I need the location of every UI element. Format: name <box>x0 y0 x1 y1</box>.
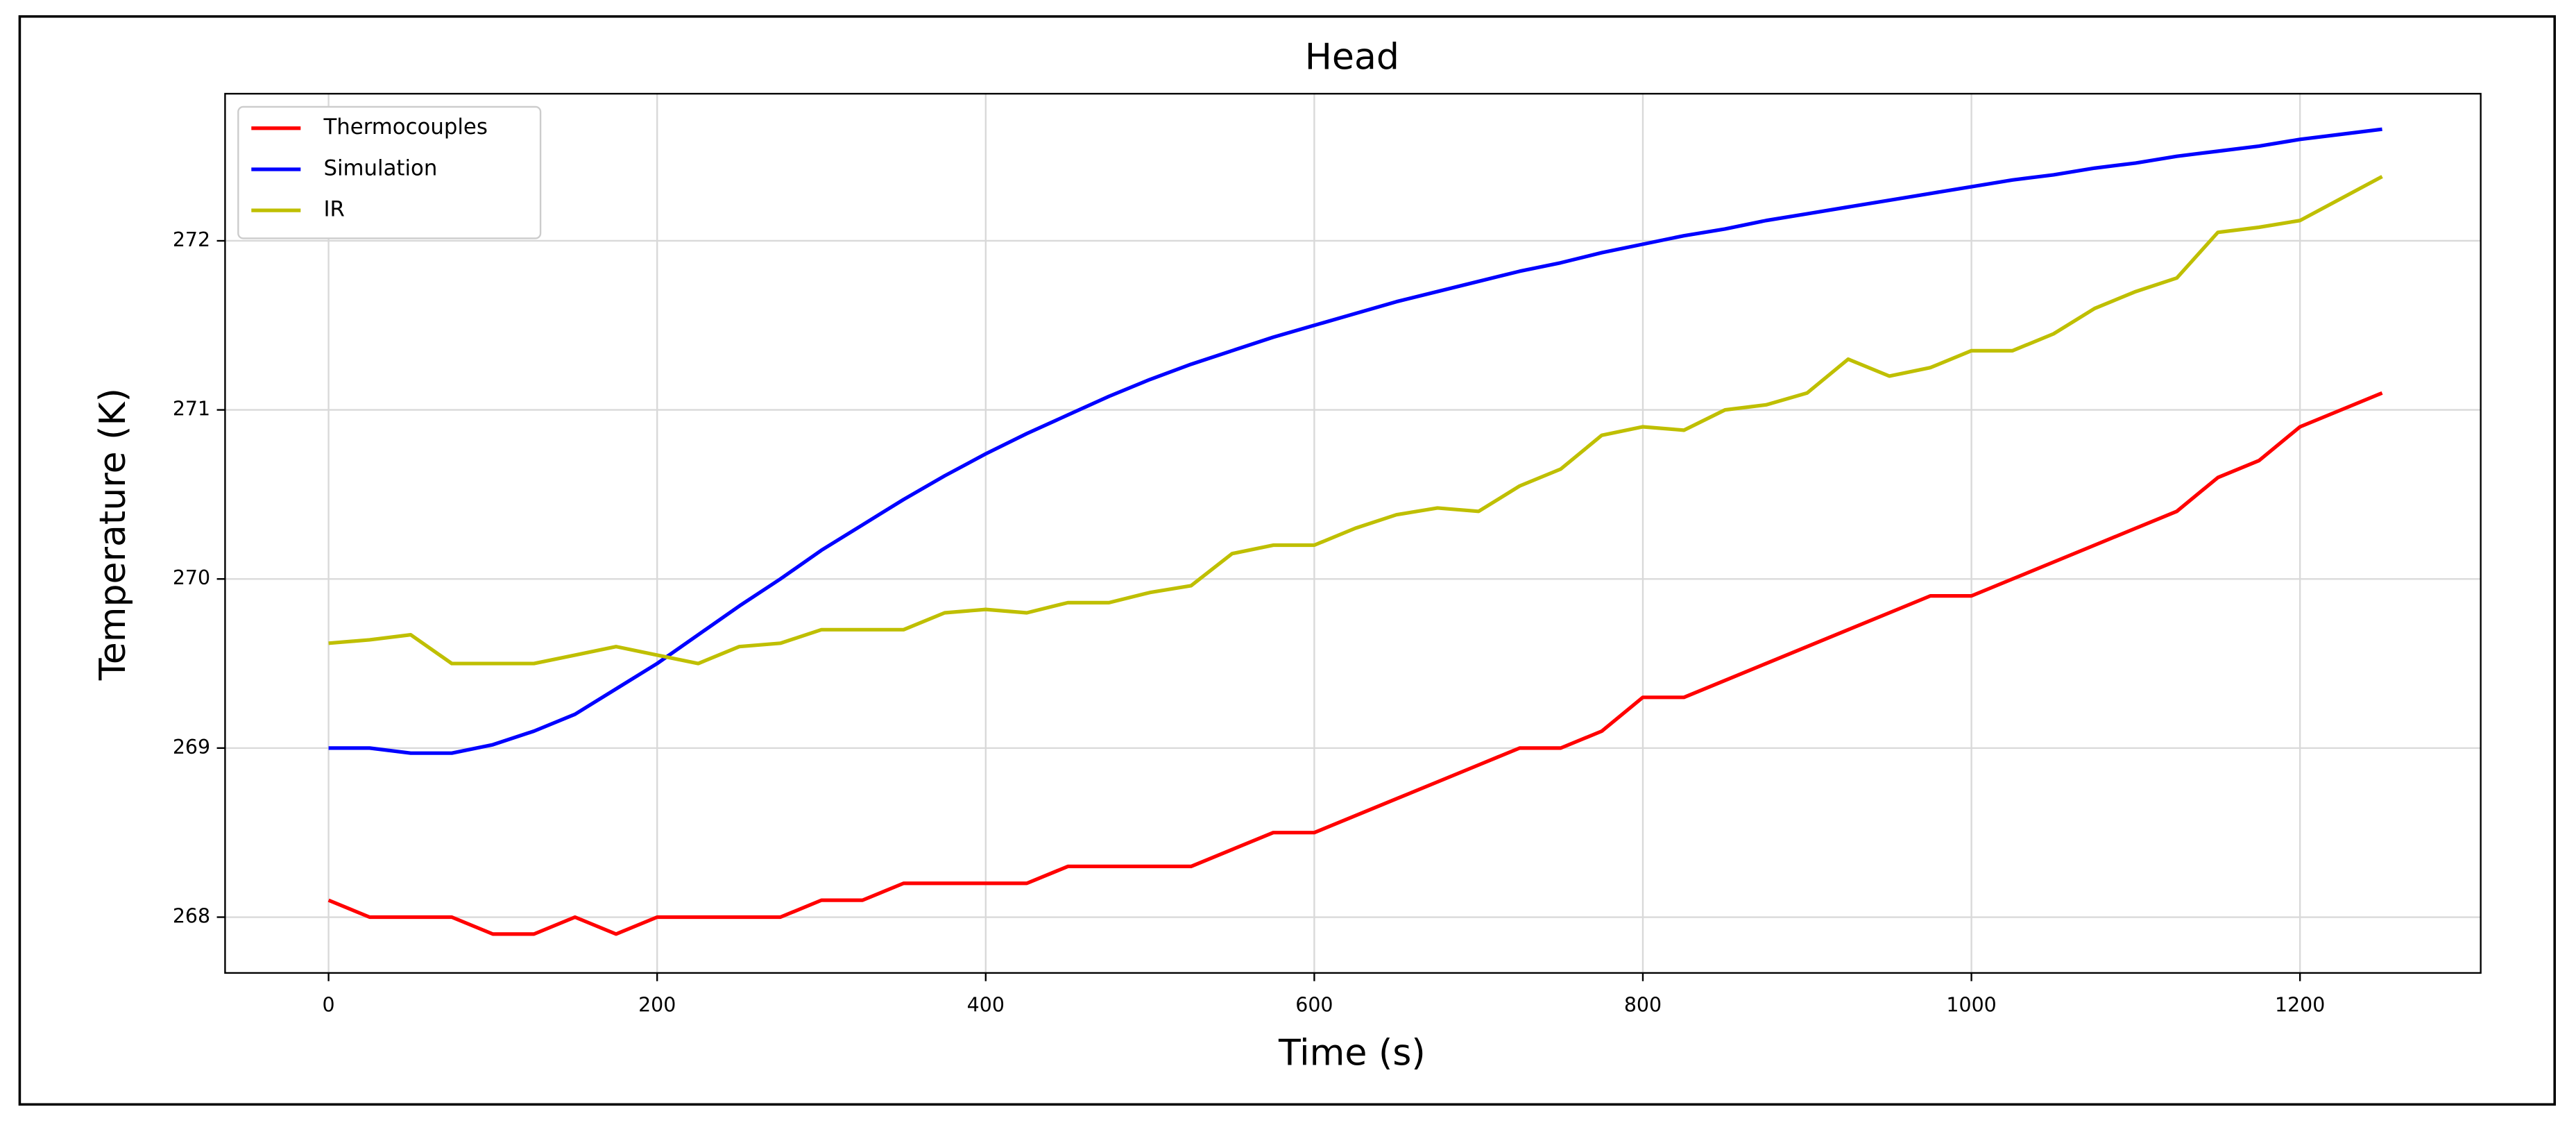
y-tick-label: 271 <box>173 398 210 421</box>
x-tick-label: 1000 <box>1946 993 1996 1016</box>
plot-background <box>225 94 2481 973</box>
legend-label: Thermocouples <box>323 115 487 139</box>
x-axis-label: Time (s) <box>1278 1032 1426 1074</box>
y-tick-label: 268 <box>173 905 210 928</box>
series-line <box>328 175 2383 666</box>
x-tick-label: 600 <box>1295 993 1333 1016</box>
chart-title: Head <box>1305 36 1399 78</box>
y-tick-label: 272 <box>173 228 210 251</box>
plot-border <box>224 92 2482 974</box>
legend-box <box>237 105 542 239</box>
legend-label: Simulation <box>323 155 437 180</box>
x-tick-label: 400 <box>967 993 1005 1016</box>
x-tick-label: 1200 <box>2275 993 2325 1016</box>
legend-label: IR <box>323 197 344 222</box>
series-line <box>328 127 2382 755</box>
x-tick-label: 800 <box>1624 993 1662 1016</box>
y-tick-label: 269 <box>173 736 210 759</box>
series-line <box>327 391 2383 936</box>
x-tick-label: 0 <box>323 993 335 1016</box>
frame <box>18 15 2556 1106</box>
y-tick-label: 270 <box>173 566 210 589</box>
x-tick-label: 200 <box>638 993 676 1016</box>
y-axis-label: Temperature (K) <box>92 388 134 681</box>
